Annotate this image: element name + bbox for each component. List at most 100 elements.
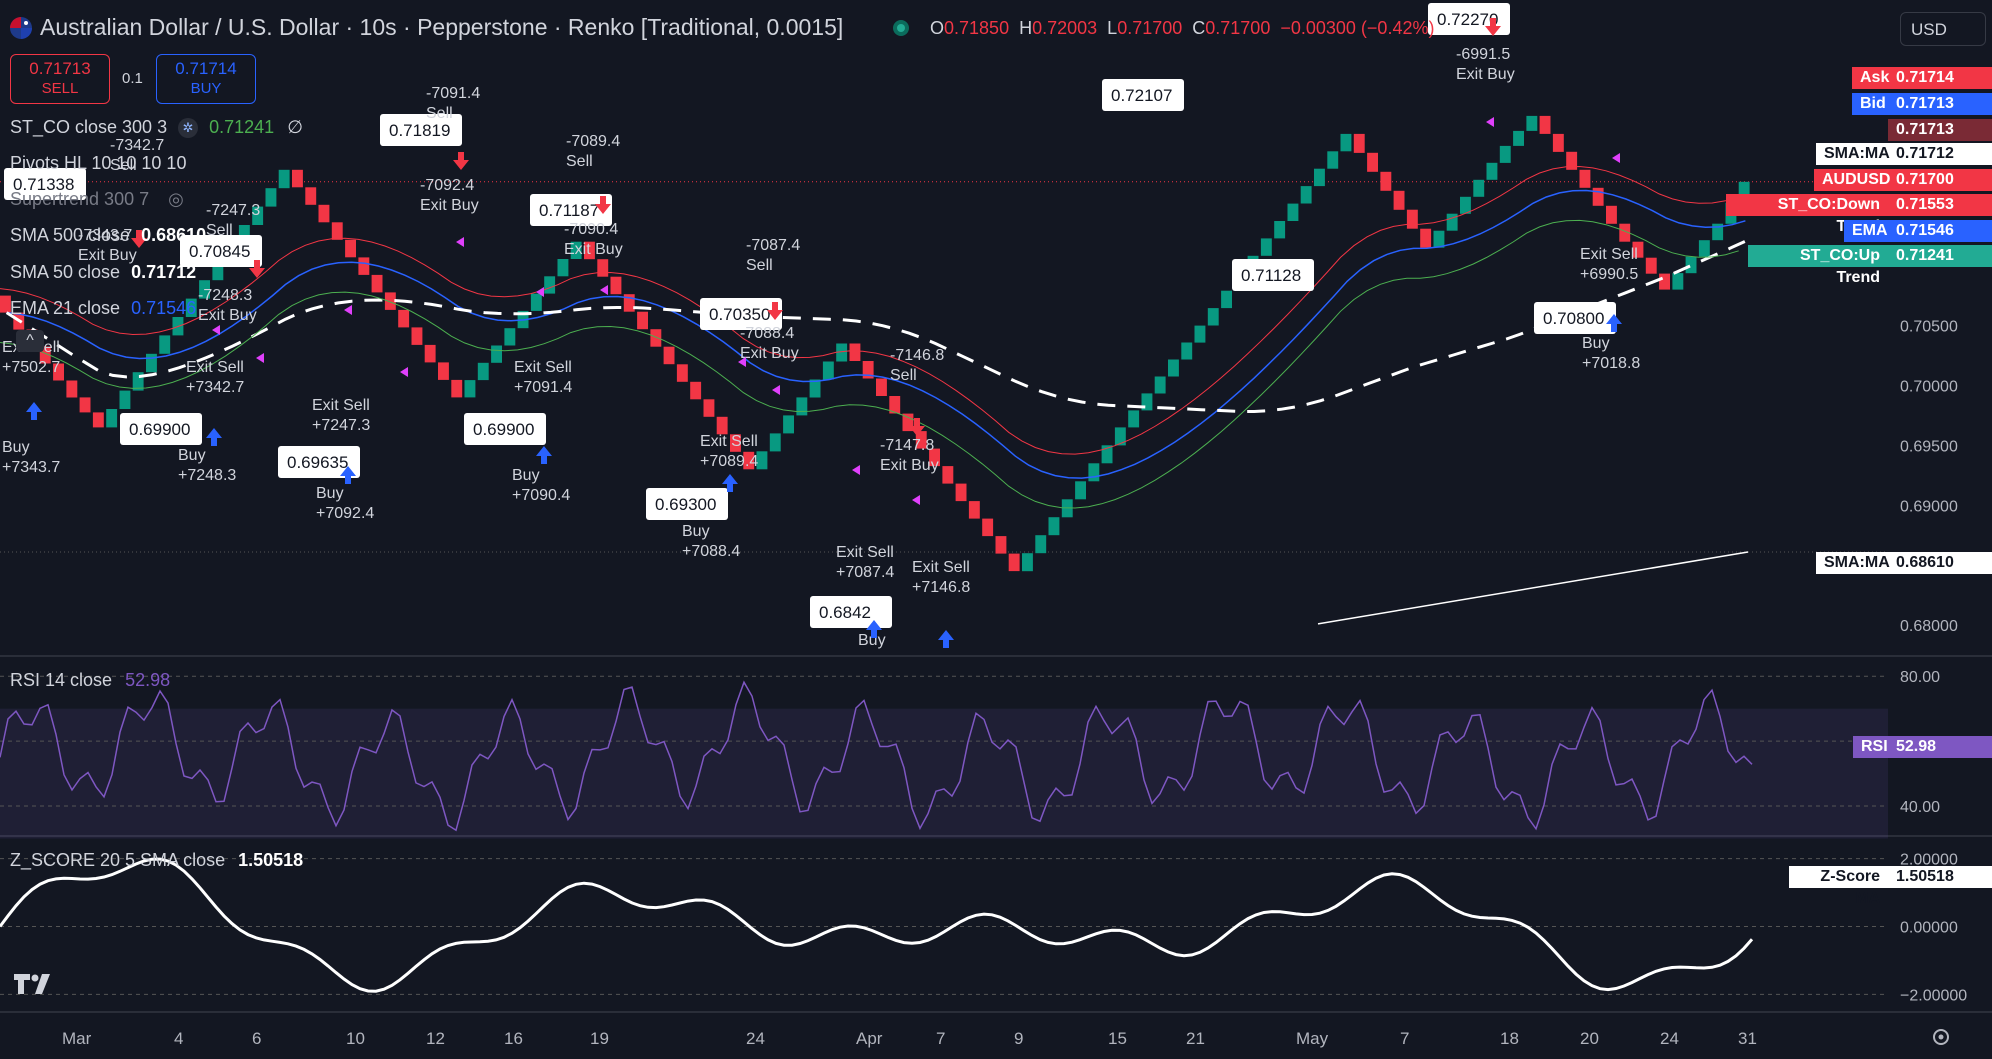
- sell-label: SELL: [41, 80, 79, 97]
- time-tick-label: 7: [936, 1029, 945, 1048]
- price-tick-label: 0.70000: [1900, 378, 1958, 395]
- renko-brick: [822, 361, 834, 380]
- renko-brick: [1300, 186, 1312, 204]
- gear-icon[interactable]: [1930, 1026, 1952, 1048]
- renko-brick: [252, 206, 264, 225]
- sell-button[interactable]: 0.71713 SELL: [10, 54, 110, 104]
- renko-brick: [530, 293, 542, 311]
- time-tick-label: 6: [252, 1029, 261, 1048]
- signal-text: +7146.8: [912, 579, 970, 596]
- hidden-eye-icon[interactable]: ◎: [168, 189, 184, 209]
- signal-label: -7247.3 Sell: [206, 202, 260, 239]
- signal-text: -7146.8: [890, 347, 944, 364]
- rsi-legend[interactable]: RSI 14 close 52.98: [10, 670, 171, 690]
- time-tick-label: 31: [1738, 1029, 1757, 1048]
- renko-brick: [743, 451, 755, 470]
- renko-brick: [1526, 115, 1538, 131]
- buy-arrow-icon: [536, 446, 552, 464]
- sell-arrow-icon: [249, 260, 265, 278]
- signal-text: Exit Buy: [198, 307, 257, 324]
- buy-arrow-icon: [722, 474, 738, 492]
- renko-brick: [1672, 273, 1684, 290]
- pivot-label: 0.69900: [120, 413, 202, 445]
- signal-label: Buy: [858, 632, 886, 649]
- sell-arrow-icon: [909, 418, 925, 436]
- pivot-label-text: 0.70845: [189, 242, 250, 261]
- signal-text: +7090.4: [512, 487, 570, 504]
- indicator-sma50[interactable]: SMA 50 close 0.71712: [10, 262, 197, 282]
- price-tick-label: 0.70500: [1900, 319, 1958, 336]
- indicator-stco[interactable]: ST_CO close 300 3 ✲ 0.71241 ∅: [10, 117, 303, 139]
- signal-text: Exit Buy: [78, 247, 137, 264]
- renko-brick: [584, 241, 595, 260]
- renko-brick: [1194, 325, 1206, 343]
- buy-arrow-icon: [26, 402, 42, 420]
- pivot-label-box: [1534, 302, 1616, 334]
- exit-marker-icon: [852, 465, 860, 475]
- pivot-label-box: [4, 168, 86, 200]
- renko-brick: [1340, 133, 1352, 152]
- renko-brick: [690, 381, 702, 400]
- renko-bricks: [0, 115, 1750, 572]
- indicator-pivots[interactable]: Pivots HL 10 10 10 10: [10, 153, 187, 173]
- buy-arrow-icon: [938, 630, 954, 648]
- renko-brick: [756, 451, 768, 470]
- price-axis-tag: EMA: [1844, 220, 1888, 242]
- header-bar: Australian Dollar / U.S. Dollar · 10s · …: [0, 0, 1992, 56]
- buy-button[interactable]: 0.71714 BUY: [156, 54, 256, 104]
- zscore-legend[interactable]: Z_SCORE 20 5 SMA close 1.50518: [10, 850, 304, 870]
- pivot-label-box: [464, 413, 546, 445]
- renko-brick: [238, 225, 250, 244]
- renko-brick: [783, 415, 794, 434]
- exit-marker-icon: [1612, 153, 1620, 163]
- exit-marker-icon: [400, 367, 408, 377]
- pivot-label-text: 0.69300: [655, 495, 716, 514]
- renko-brick: [1314, 168, 1325, 187]
- pivot-label-box: [180, 235, 262, 267]
- renko-brick: [1552, 133, 1564, 152]
- renko-brick: [663, 346, 675, 365]
- signal-text: -7343.7: [78, 227, 132, 244]
- signal-text: -7087.4: [746, 237, 800, 254]
- signal-label: -7248.3 Exit Buy: [198, 287, 257, 324]
- signal-label: -7342.7 Sell: [110, 137, 164, 174]
- buy-price: 0.71714: [175, 59, 237, 78]
- renko-brick: [504, 328, 516, 346]
- indicator-supertrend[interactable]: Supertrend 300 7 ◎: [10, 189, 184, 209]
- indicator-sma500[interactable]: SMA 500 close 0.68610: [10, 225, 207, 245]
- signal-text: +7088.4: [682, 543, 740, 560]
- time-tick-label: 7: [1400, 1029, 1409, 1048]
- renko-brick: [1008, 553, 1020, 572]
- quantity-field[interactable]: 0.1: [122, 70, 143, 87]
- time-tick-label: 4: [174, 1029, 183, 1048]
- currency-select[interactable]: USD: [1900, 12, 1986, 46]
- collapse-legend-icon[interactable]: ^: [16, 330, 44, 352]
- signal-label: Buy +7248.3: [178, 447, 236, 484]
- time-tick-label: Apr: [856, 1029, 883, 1048]
- indicator-ema21[interactable]: EMA 21 close 0.71546: [10, 298, 197, 318]
- pivot-label-box: [380, 114, 462, 146]
- renko-brick: [995, 536, 1007, 554]
- renko-brick: [1181, 342, 1193, 360]
- renko-brick: [1075, 481, 1086, 500]
- buy-label: BUY: [190, 80, 222, 97]
- pivot-label-text: 0.71819: [389, 121, 450, 140]
- renko-brick: [1566, 151, 1578, 170]
- symbol-title[interactable]: Australian Dollar / U.S. Dollar · 10s · …: [40, 14, 844, 40]
- time-tick-label: 10: [346, 1029, 365, 1048]
- renko-brick: [477, 362, 489, 381]
- buy-arrow-icon: [1606, 314, 1622, 332]
- renko-brick: [0, 295, 11, 313]
- renko-brick: [451, 379, 463, 398]
- renko-brick: [876, 378, 887, 396]
- exit-marker-icon: [256, 353, 264, 363]
- stco-settings-icon[interactable]: ✲: [178, 118, 199, 139]
- pivot-label: 0.70350: [700, 298, 782, 330]
- tradingview-logo[interactable]: [14, 972, 58, 1003]
- price-axis-tag: ST_CO:Down Trend: [1726, 194, 1888, 235]
- pivot-label-box: [530, 194, 612, 226]
- price-tick-label: 0.68000: [1900, 618, 1958, 635]
- renko-brick: [1420, 228, 1432, 248]
